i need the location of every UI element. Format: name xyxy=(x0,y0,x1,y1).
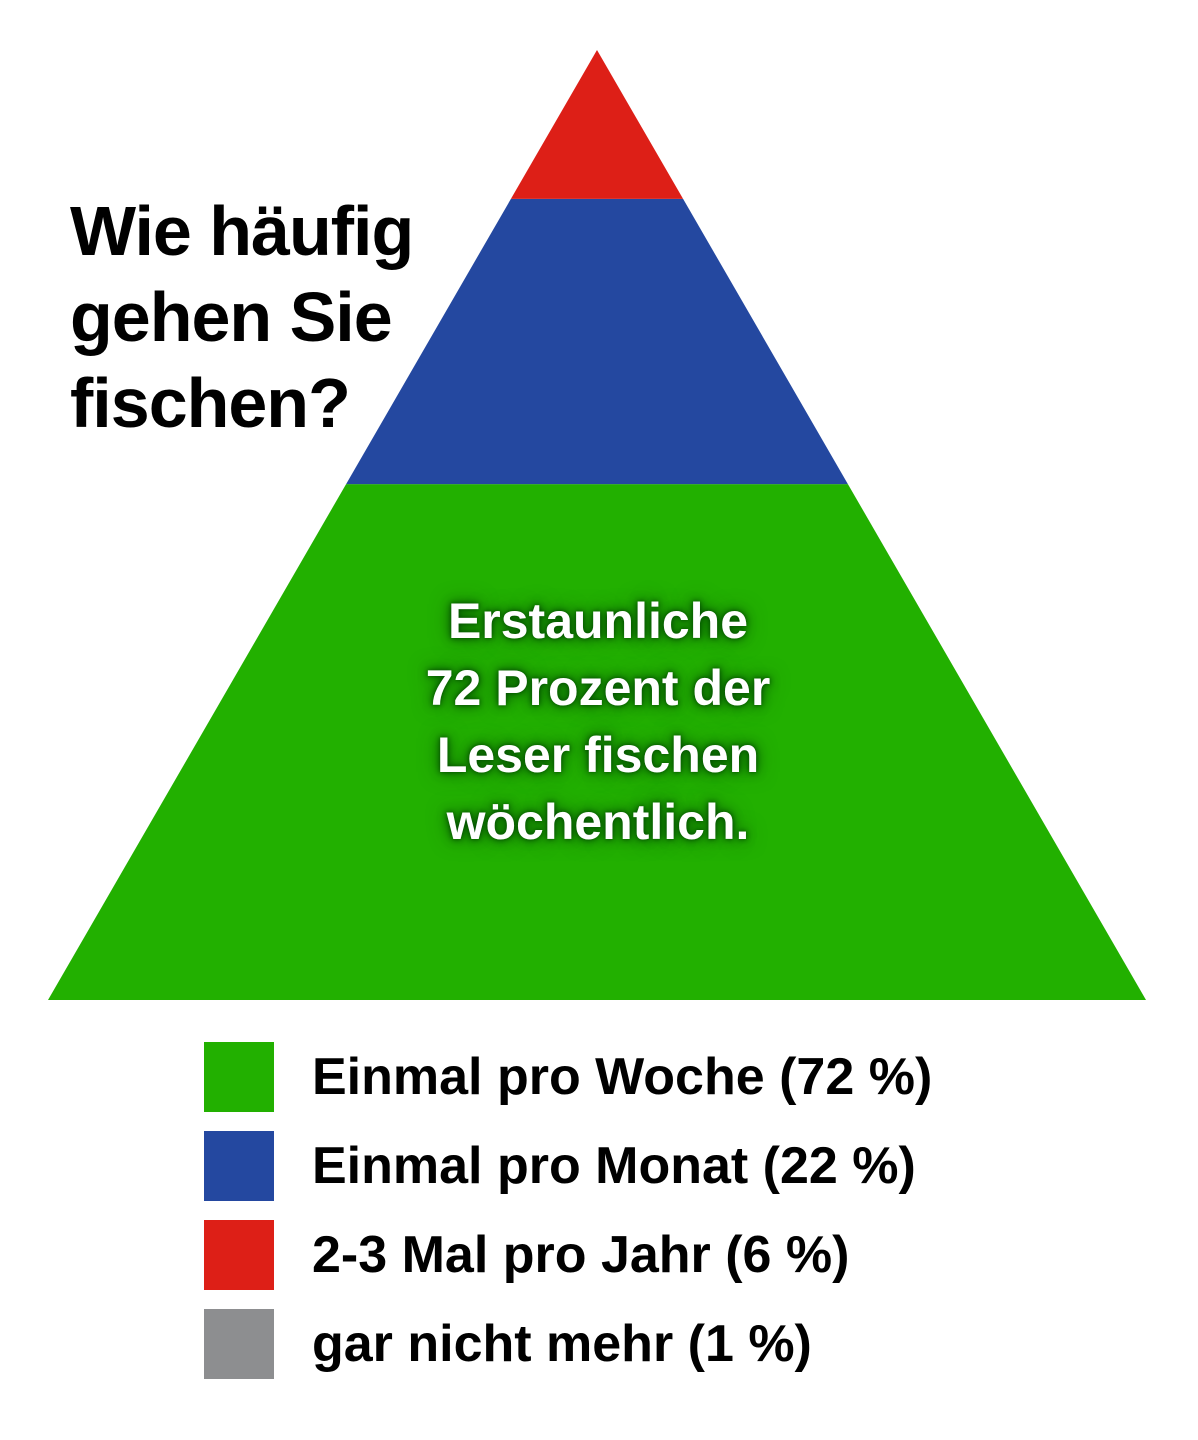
legend-swatch-monthly xyxy=(204,1131,274,1201)
legend-item-monthly: Einmal pro Monat (22 %) xyxy=(204,1131,932,1201)
legend-item-yearly: 2-3 Mal pro Jahr (6 %) xyxy=(204,1220,932,1290)
pyramid-segment-weekly xyxy=(48,484,1146,1001)
pyramid-segment-yearly xyxy=(510,50,684,199)
legend-item-never: gar nicht mehr (1 %) xyxy=(204,1309,932,1379)
pyramid-segment-monthly xyxy=(346,198,848,485)
chart-title: Wie häufig gehen Sie fischen? xyxy=(70,188,490,446)
annotation-line: 72 Prozent der xyxy=(425,660,771,716)
legend-swatch-yearly xyxy=(204,1220,274,1290)
chart-title-line: Wie häufig xyxy=(70,192,414,270)
legend-swatch-weekly xyxy=(204,1042,274,1112)
legend-swatch-never xyxy=(204,1309,274,1379)
chart-title-line: fischen? xyxy=(70,364,351,442)
legend-label-monthly: Einmal pro Monat (22 %) xyxy=(312,1137,916,1195)
annotation-line: wöchentlich. xyxy=(446,794,750,850)
legend-item-weekly: Einmal pro Woche (72 %) xyxy=(204,1042,932,1112)
pyramid-chart xyxy=(48,50,1146,1001)
legend-label-weekly: Einmal pro Woche (72 %) xyxy=(312,1048,933,1106)
annotation-line: Erstaunliche xyxy=(447,593,749,649)
pyramid-annotation: Erstaunliche 72 Prozent der Leser fische… xyxy=(360,588,836,856)
annotation-line: Leser fischen xyxy=(436,727,760,783)
legend-label-yearly: 2-3 Mal pro Jahr (6 %) xyxy=(312,1226,850,1284)
chart-legend: Einmal pro Woche (72 %) Einmal pro Monat… xyxy=(204,1042,932,1398)
chart-title-line: gehen Sie xyxy=(70,278,393,356)
legend-label-never: gar nicht mehr (1 %) xyxy=(312,1315,812,1373)
